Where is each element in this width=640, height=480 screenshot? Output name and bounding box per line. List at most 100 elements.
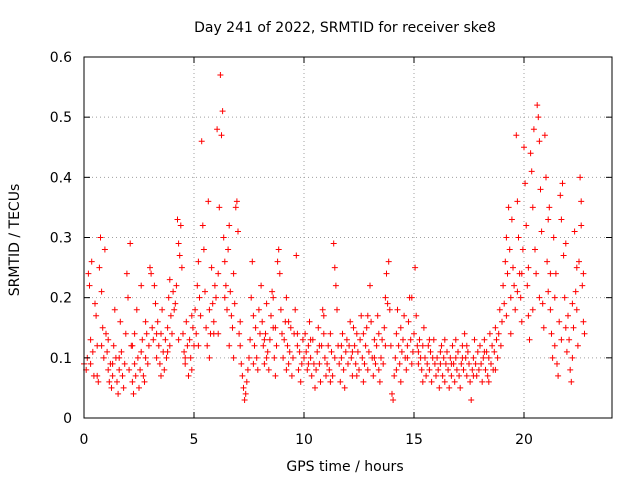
data-point xyxy=(220,234,227,241)
data-point xyxy=(250,312,257,319)
data-point xyxy=(534,102,541,109)
data-point xyxy=(298,360,305,367)
data-point xyxy=(485,354,492,361)
y-tick-label: 0.4 xyxy=(50,170,72,186)
data-point xyxy=(391,372,398,379)
data-point xyxy=(394,306,401,313)
data-point xyxy=(210,318,217,325)
data-point xyxy=(514,198,521,205)
data-point xyxy=(85,270,92,277)
data-point xyxy=(562,240,569,247)
data-point xyxy=(408,360,415,367)
data-point xyxy=(341,384,348,391)
data-point xyxy=(202,288,208,295)
data-point xyxy=(493,336,500,343)
data-point xyxy=(89,348,96,355)
data-point xyxy=(106,378,113,385)
data-point xyxy=(216,204,223,211)
data-point xyxy=(98,342,105,349)
data-point xyxy=(404,354,411,361)
data-point xyxy=(353,330,360,337)
data-point xyxy=(543,174,549,181)
data-point xyxy=(153,354,160,361)
data-point xyxy=(339,330,346,337)
data-point xyxy=(384,300,391,307)
data-point xyxy=(452,336,459,343)
data-point xyxy=(181,348,188,355)
data-point xyxy=(401,312,408,319)
data-point xyxy=(324,360,331,367)
data-point xyxy=(285,360,292,367)
data-point xyxy=(530,126,537,133)
data-point xyxy=(235,228,241,235)
data-point xyxy=(148,270,155,277)
data-point xyxy=(131,360,138,367)
data-point xyxy=(96,264,103,271)
data-point xyxy=(97,234,104,241)
data-point xyxy=(308,372,315,379)
data-point xyxy=(317,378,324,385)
y-tick-label: 0.1 xyxy=(50,351,72,367)
data-point xyxy=(347,318,354,325)
data-point xyxy=(569,354,576,361)
data-point xyxy=(517,294,524,301)
data-point xyxy=(374,312,381,319)
data-point xyxy=(439,372,446,379)
data-point xyxy=(158,372,164,379)
data-point xyxy=(268,312,274,319)
data-point xyxy=(225,246,232,253)
data-point xyxy=(499,318,505,325)
data-point xyxy=(130,390,137,397)
data-point xyxy=(231,300,238,307)
data-point xyxy=(422,354,428,361)
data-point xyxy=(455,348,461,355)
data-point xyxy=(253,354,260,361)
data-point xyxy=(288,372,295,379)
data-point xyxy=(541,132,548,139)
data-point xyxy=(529,306,536,313)
data-point xyxy=(480,354,487,361)
data-point xyxy=(385,258,392,265)
data-point xyxy=(310,360,317,367)
data-point xyxy=(264,348,271,355)
data-point xyxy=(488,360,494,367)
data-point xyxy=(529,204,536,211)
data-point xyxy=(185,372,192,379)
data-point xyxy=(396,360,403,367)
data-point xyxy=(303,348,310,355)
data-point xyxy=(538,228,545,235)
data-point xyxy=(464,348,471,355)
data-point xyxy=(505,204,512,211)
data-point xyxy=(546,204,553,211)
data-point xyxy=(350,324,357,331)
data-point xyxy=(171,306,178,313)
data-point xyxy=(272,324,279,331)
data-point xyxy=(547,270,554,277)
data-point xyxy=(573,264,580,271)
data-point xyxy=(232,204,239,211)
data-point xyxy=(274,258,281,265)
y-axis-label: SRMTID / TECUs xyxy=(7,184,23,297)
data-point xyxy=(175,240,182,247)
data-point xyxy=(109,372,116,379)
data-point xyxy=(244,366,251,373)
data-point xyxy=(364,366,371,373)
data-point xyxy=(576,258,582,265)
data-point xyxy=(92,300,98,307)
data-point xyxy=(118,348,125,355)
x-tick-label: 10 xyxy=(295,432,313,448)
data-point xyxy=(321,354,328,361)
data-point xyxy=(285,318,292,325)
data-point xyxy=(338,354,345,361)
data-point xyxy=(127,240,134,247)
data-point xyxy=(393,330,400,337)
data-point xyxy=(478,360,485,367)
data-point xyxy=(386,306,393,313)
data-point xyxy=(351,342,358,349)
data-point xyxy=(559,180,566,187)
data-point xyxy=(105,336,112,343)
data-point xyxy=(448,372,455,379)
data-point xyxy=(273,342,280,349)
data-point xyxy=(469,366,476,373)
